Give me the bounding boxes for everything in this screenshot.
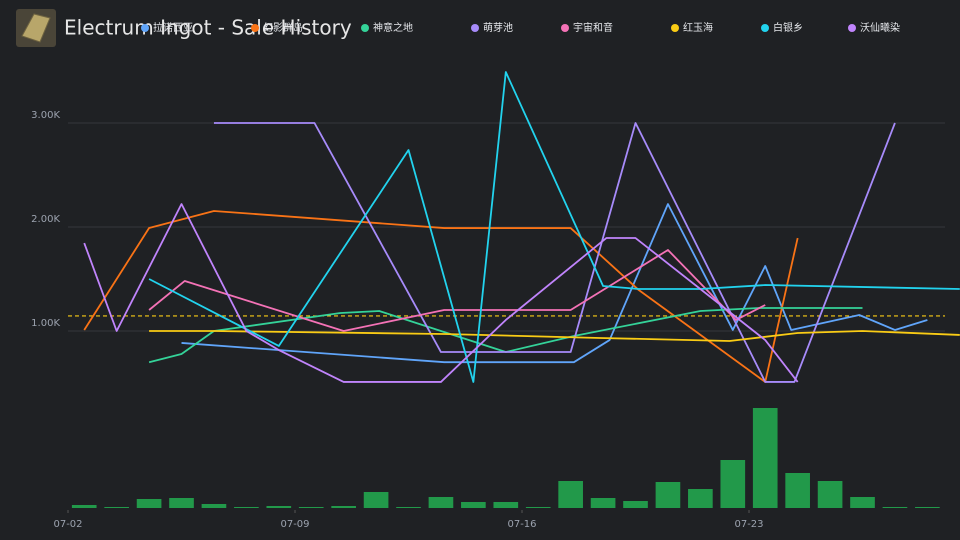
legend-label: 萌芽池 [483, 21, 513, 34]
legend-marker [251, 24, 259, 32]
volume-bar [915, 507, 940, 508]
legend-label: 神意之地 [373, 21, 413, 34]
volume-bar [331, 506, 356, 508]
legend-label: 沃仙曦染 [860, 21, 900, 34]
y-tick-label: 2.00K [31, 214, 60, 225]
legend-label: 拉诺西亚 [153, 21, 193, 34]
chart-title: Electrum Ingot - Sale History [64, 16, 352, 40]
y-tick-label: 3.00K [31, 110, 60, 121]
series-line [83, 210, 799, 383]
volume-bar [590, 498, 616, 508]
legend-marker [761, 24, 769, 32]
legend-label: 幻影群岛 [263, 21, 303, 34]
volume-bar [169, 498, 194, 508]
volume-bar [752, 408, 778, 508]
x-tick-label: 07-02 [53, 519, 82, 530]
legend-marker [671, 24, 679, 32]
volume-bar [850, 497, 875, 508]
x-tick-label: 07-23 [734, 519, 763, 530]
legend-label: 红玉海 [683, 21, 713, 34]
volume-bar [493, 502, 519, 508]
series-line [148, 249, 766, 332]
series-line [213, 122, 896, 383]
volume-bar [104, 507, 129, 508]
volume-bar [655, 482, 681, 508]
volume-bar [396, 507, 421, 508]
volume-bar [720, 460, 746, 508]
series-line [148, 71, 960, 383]
volume-bar [136, 499, 162, 508]
series-line [148, 307, 863, 364]
series-line [149, 330, 960, 342]
volume-bar [428, 497, 454, 508]
volume-bar [817, 481, 843, 508]
volume-bar [201, 504, 227, 508]
volume-bar [785, 473, 810, 508]
volume-bar [688, 489, 713, 508]
volume-bar [266, 506, 292, 508]
legend-marker [471, 24, 479, 32]
series-line [83, 203, 799, 383]
legend-label: 宇宙和音 [573, 21, 613, 34]
volume-bar [363, 492, 389, 508]
ingot-shape [21, 13, 51, 43]
legend-marker [561, 24, 569, 32]
y-tick-label: 1.00K [31, 318, 60, 329]
legend-label: 白银乡 [773, 21, 803, 34]
volume-bar [525, 507, 551, 508]
legend-marker [141, 24, 149, 32]
series-line [181, 203, 928, 364]
volume-bar [298, 507, 324, 508]
legend-marker [361, 24, 369, 32]
x-tick-label: 07-09 [280, 519, 309, 530]
volume-bar [234, 507, 259, 508]
volume-bar [882, 507, 908, 508]
volume-bar [71, 505, 97, 508]
volume-bar [558, 481, 583, 508]
volume-bar [623, 501, 648, 508]
volume-bar [461, 502, 486, 508]
legend-marker [848, 24, 856, 32]
x-tick-label: 07-16 [507, 519, 536, 530]
